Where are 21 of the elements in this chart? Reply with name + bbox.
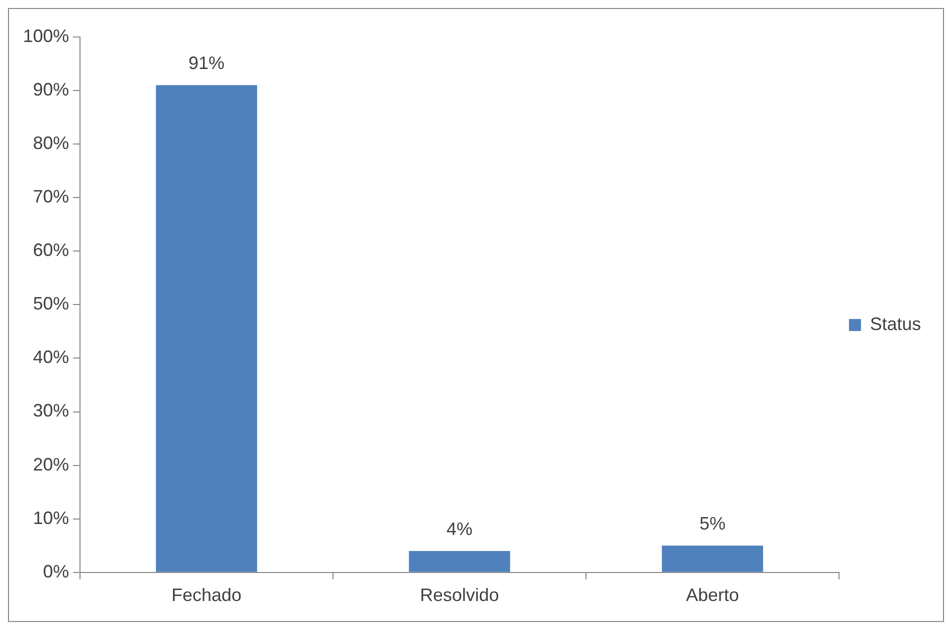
y-tick-label: 60% [33,240,70,260]
x-tick-label: Resolvido [420,585,500,606]
y-tick-label: 40% [33,347,70,368]
text: 91% [188,53,225,74]
text: 5% [699,514,726,534]
y-tick-label: 50% [33,294,70,314]
x-tick-label: Fechado [171,585,242,606]
y-tick-label: 20% [33,454,70,474]
bar [408,550,510,572]
y-tick-label: 30% [33,400,70,421]
y-tick-label: 100% [22,26,70,46]
text: 4% [446,518,473,539]
y-tick-label: 90% [33,80,70,100]
bar [156,85,258,572]
bar [662,546,764,572]
y-tick-label: 0% [43,561,70,582]
x-tick-label: Aberto [686,585,740,606]
legend-label: Status [870,314,921,334]
y-tick-label: 80% [33,133,70,154]
y-tick-label: 70% [33,186,70,207]
y-tick-label: 10% [33,508,70,528]
